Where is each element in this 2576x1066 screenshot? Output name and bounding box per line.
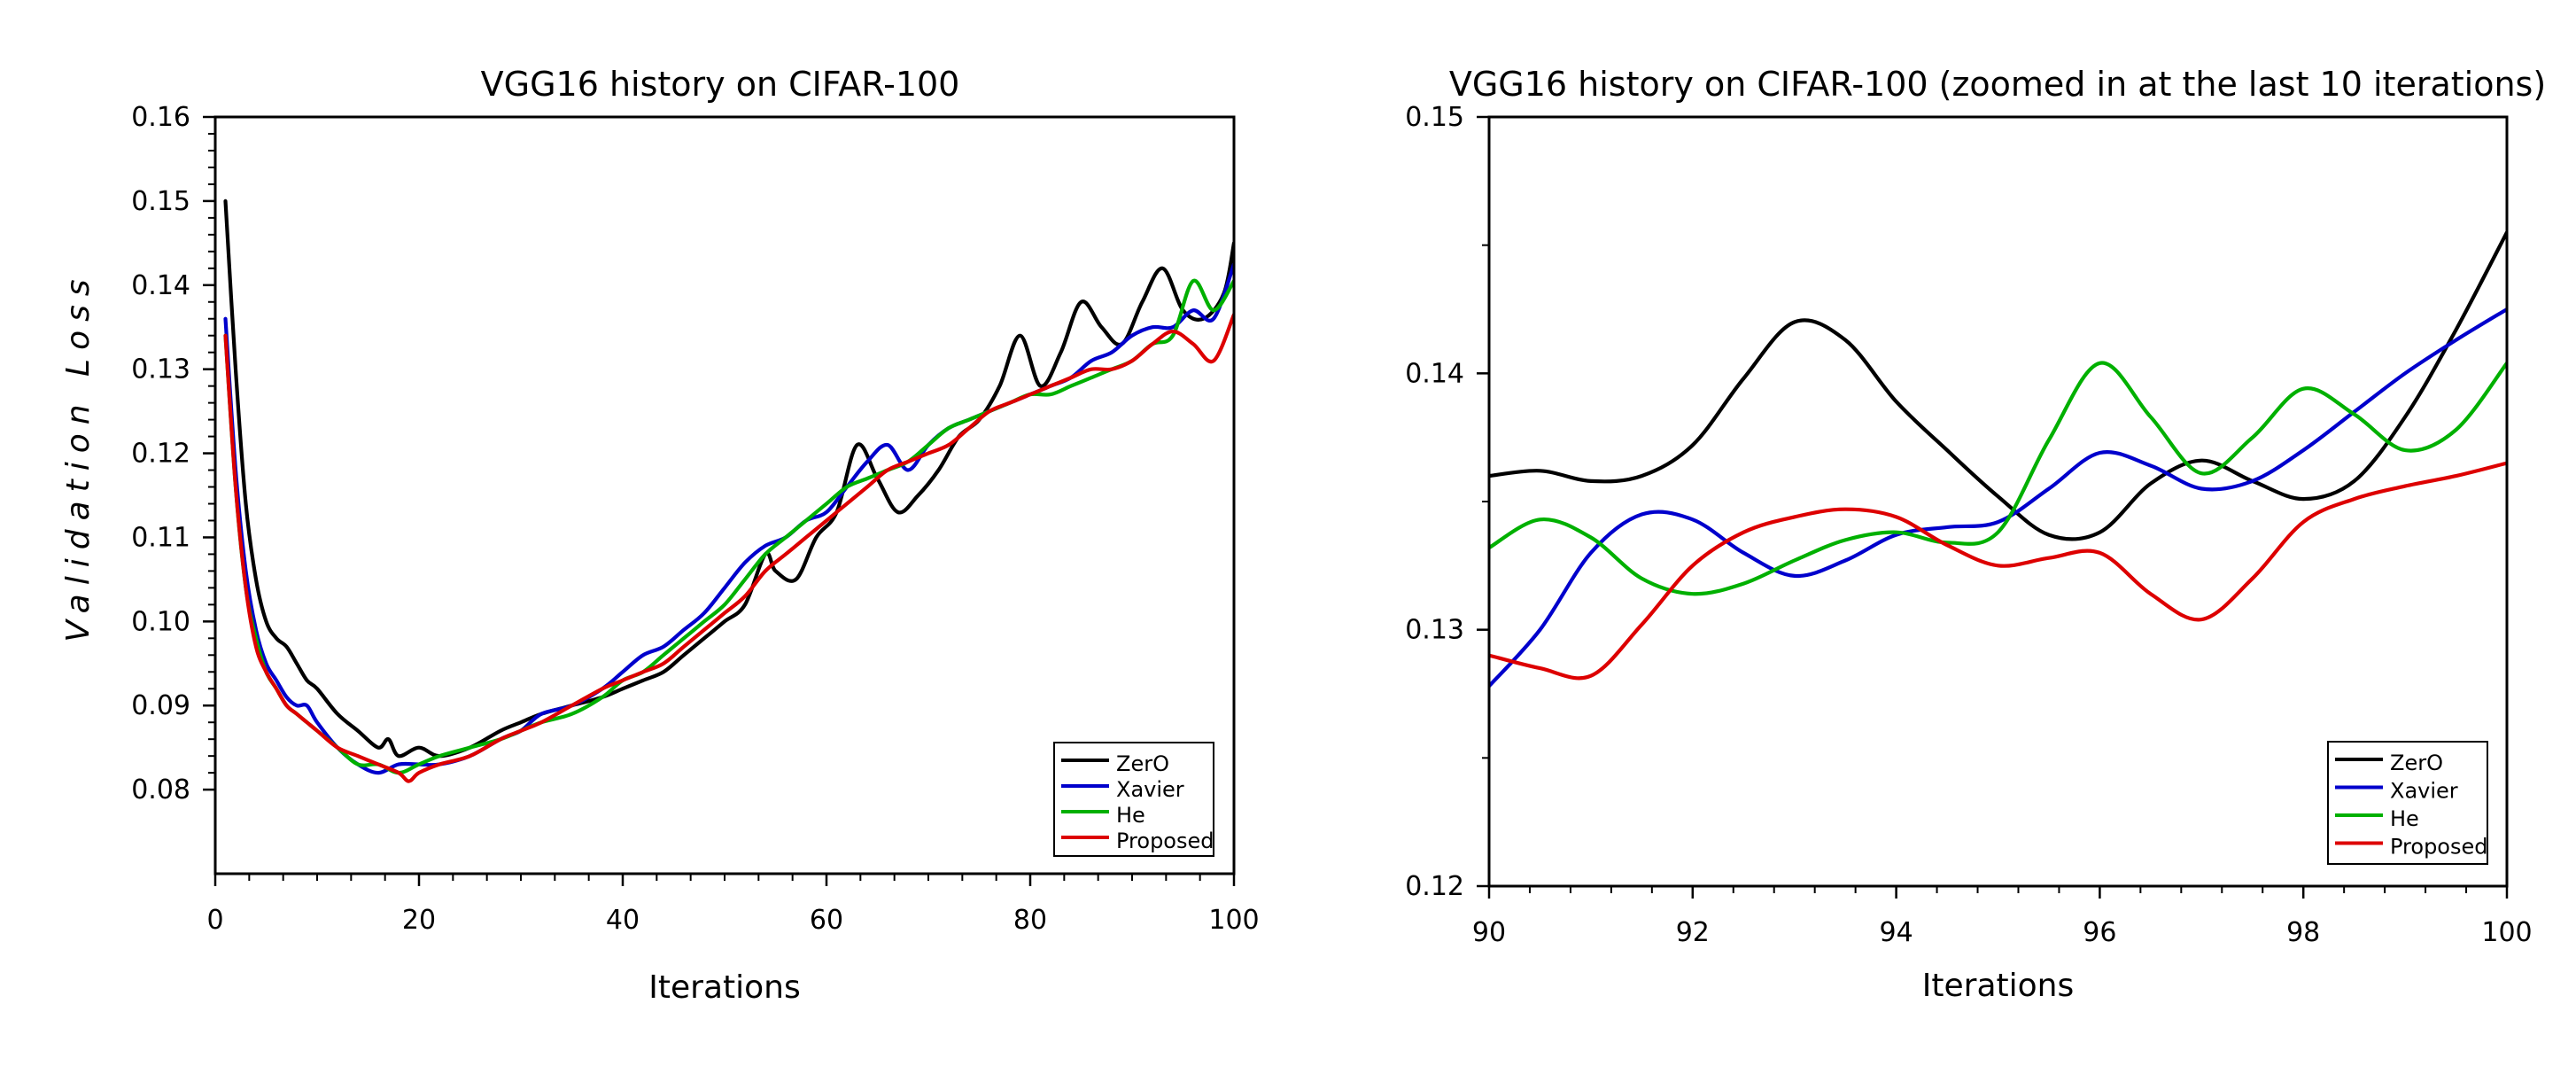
left-chart-panel: VGG16 history on CIFAR-100 0 20 40 60 80 100 0.… — [60, 65, 1260, 1006]
x-tick-label: 92 — [1676, 917, 1710, 948]
y-tick-label: 0.13 — [131, 354, 190, 385]
y-tick-label: 0.09 — [131, 690, 190, 721]
right-chart-panel: VGG16 history on CIFAR-100 (zoomed in at… — [1405, 65, 2546, 1004]
legend-label-proposed: Proposed — [2390, 835, 2488, 860]
y-axis-title: Validation Loss — [60, 270, 97, 642]
x-tick-label: 100 — [2481, 917, 2532, 948]
x-tick-label: 96 — [2083, 917, 2116, 948]
y-tick-label: 0.14 — [131, 270, 190, 301]
y-tick-label: 0.10 — [131, 606, 190, 637]
y-tick-label: 0.14 — [1405, 358, 1464, 389]
series-line-he — [223, 278, 1234, 775]
y-tick-label: 0.11 — [131, 522, 190, 553]
legend-label-proposed: Proposed — [1116, 829, 1214, 853]
x-tick-label: 80 — [1013, 905, 1047, 936]
legend-label-zero: ZerO — [1116, 751, 1169, 776]
y-tick-label: 0.12 — [131, 439, 190, 470]
series-line-proposed — [1489, 461, 2507, 681]
legend-label-zero: ZerO — [2390, 751, 2443, 775]
chart-title: VGG16 history on CIFAR-100 — [481, 65, 960, 104]
legend-label-he: He — [2390, 806, 2419, 831]
series-line-xavier — [1489, 307, 2507, 689]
legend-label-xavier: Xavier — [1116, 777, 1184, 802]
y-tick-label: 0.12 — [1405, 871, 1464, 902]
series-line-proposed — [223, 312, 1234, 783]
x-tick-label: 98 — [2286, 917, 2320, 948]
y-tick-label: 0.15 — [131, 186, 190, 217]
y-tick-label: 0.08 — [131, 774, 190, 805]
series-group — [223, 198, 1234, 783]
x-tick-label: 60 — [810, 905, 843, 936]
x-tick-label: 94 — [1880, 917, 1913, 948]
x-tick-label: 100 — [1208, 905, 1259, 936]
y-tick-label: 0.15 — [1405, 102, 1464, 133]
chart-title: VGG16 history on CIFAR-100 (zoomed in at… — [1449, 65, 2546, 104]
x-tick-label: 20 — [402, 905, 436, 936]
x-tick-label: 90 — [1472, 917, 1506, 948]
series-group — [1489, 230, 2507, 689]
x-axis-title: Iterations — [1922, 968, 2074, 1004]
x-tick-label: 40 — [606, 905, 640, 936]
series-line-he — [1489, 361, 2507, 596]
x-axis-title: Iterations — [648, 969, 800, 1006]
legend-label-he: He — [1116, 803, 1145, 828]
series-line-xavier — [223, 262, 1234, 775]
y-tick-label: 0.13 — [1405, 615, 1464, 646]
legend-label-xavier: Xavier — [2390, 779, 2458, 804]
x-tick-label: 0 — [206, 905, 223, 936]
series-line-zero — [223, 198, 1234, 759]
y-tick-label: 0.16 — [131, 102, 190, 133]
series-line-zero — [1489, 230, 2507, 541]
